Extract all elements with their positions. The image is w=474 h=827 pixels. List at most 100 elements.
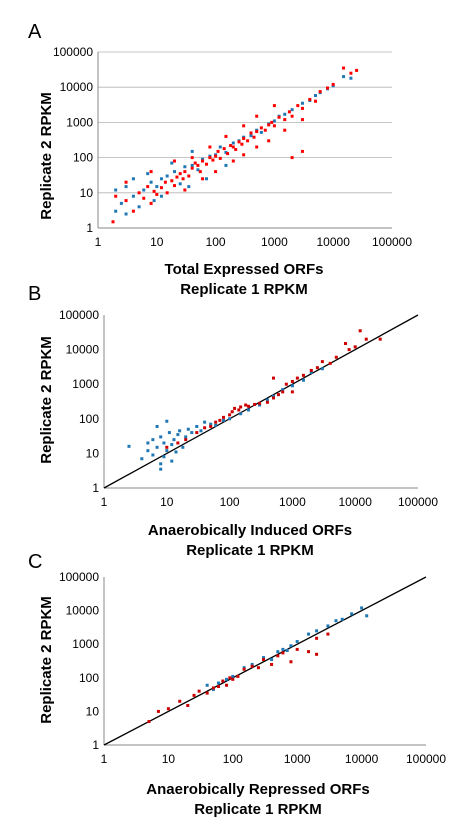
data-point	[313, 99, 317, 103]
data-point	[342, 66, 346, 70]
data-point	[114, 188, 118, 192]
data-point	[203, 426, 207, 430]
data-point	[159, 177, 163, 181]
data-point	[159, 462, 163, 466]
data-point	[340, 617, 344, 621]
data-point	[270, 120, 274, 124]
y-tick-label: 10	[80, 186, 94, 200]
data-point	[365, 614, 369, 618]
y-tick-label: 100	[79, 412, 99, 426]
data-point	[276, 654, 280, 658]
data-point	[176, 433, 180, 437]
data-point	[296, 104, 300, 108]
data-point	[349, 76, 353, 80]
data-point	[190, 163, 194, 167]
y-tick-label: 10000	[66, 343, 100, 357]
data-point	[175, 175, 179, 179]
data-point	[242, 136, 246, 140]
data-point	[255, 114, 259, 118]
data-point	[242, 667, 246, 671]
x-axis-title-line-2: Replicate 1 RPKM	[180, 281, 308, 298]
data-point	[201, 157, 205, 161]
data-point	[159, 467, 163, 471]
data-point	[208, 145, 212, 149]
data-point	[204, 177, 208, 181]
data-point	[214, 154, 218, 158]
data-point	[178, 429, 182, 433]
data-point	[315, 629, 319, 633]
data-point	[300, 101, 304, 105]
data-point	[146, 449, 150, 453]
y-tick-label: 1	[86, 221, 93, 235]
data-point	[176, 441, 180, 445]
y-tick-label: 10	[86, 704, 100, 718]
data-point	[249, 134, 253, 138]
y-tick-label: 10000	[60, 80, 94, 94]
data-point	[221, 679, 225, 683]
data-point	[190, 149, 194, 153]
data-point	[146, 172, 150, 176]
data-point	[307, 632, 311, 636]
data-point	[178, 182, 182, 186]
data-point	[326, 624, 330, 628]
data-point	[228, 417, 232, 421]
data-point	[228, 676, 232, 680]
data-point	[281, 388, 285, 392]
data-point	[229, 144, 233, 148]
data-point	[152, 199, 156, 203]
data-point	[287, 110, 291, 114]
y-tick-label: 1000	[72, 377, 99, 391]
data-point	[259, 126, 263, 130]
y-tick-label: 100000	[53, 45, 93, 59]
data-point	[199, 429, 203, 433]
data-point	[190, 166, 194, 170]
data-point	[149, 201, 153, 205]
data-point	[149, 180, 153, 184]
points	[127, 329, 382, 471]
data-point	[283, 128, 287, 132]
data-point	[173, 184, 177, 188]
data-point	[242, 124, 246, 128]
x-tick-label: 100000	[398, 495, 438, 509]
data-point	[290, 108, 294, 112]
data-point	[170, 179, 174, 183]
data-point	[195, 424, 199, 428]
axes	[103, 577, 426, 746]
data-point	[214, 423, 218, 427]
data-point	[240, 142, 244, 146]
data-point	[228, 413, 232, 417]
data-point	[276, 393, 280, 397]
data-point	[334, 355, 338, 359]
data-point	[165, 174, 169, 178]
data-point	[170, 443, 174, 447]
data-point	[224, 134, 228, 138]
x-tick-label: 1000	[279, 495, 306, 509]
data-point	[174, 450, 178, 454]
data-point	[155, 185, 159, 189]
data-point	[258, 401, 262, 405]
data-point	[270, 658, 274, 662]
data-point	[331, 82, 335, 86]
data-point	[217, 681, 221, 685]
data-point	[190, 156, 194, 160]
data-point	[364, 337, 368, 341]
y-tick-labels: 1 10 100 1000 10000 100000	[53, 45, 93, 235]
data-point	[355, 68, 359, 72]
data-point	[151, 453, 155, 457]
data-point	[239, 405, 243, 409]
data-point	[262, 656, 266, 660]
data-point	[159, 194, 163, 198]
data-point	[218, 156, 222, 160]
data-point	[111, 220, 115, 224]
y-tick-label: 100000	[59, 570, 99, 584]
data-point	[263, 128, 267, 132]
y-tick-label: 1000	[72, 637, 99, 651]
data-point	[236, 674, 240, 678]
data-point	[225, 677, 229, 681]
data-point	[155, 445, 159, 449]
data-point	[283, 112, 287, 116]
data-point	[233, 406, 237, 410]
data-point	[353, 345, 357, 349]
data-point	[137, 191, 141, 195]
